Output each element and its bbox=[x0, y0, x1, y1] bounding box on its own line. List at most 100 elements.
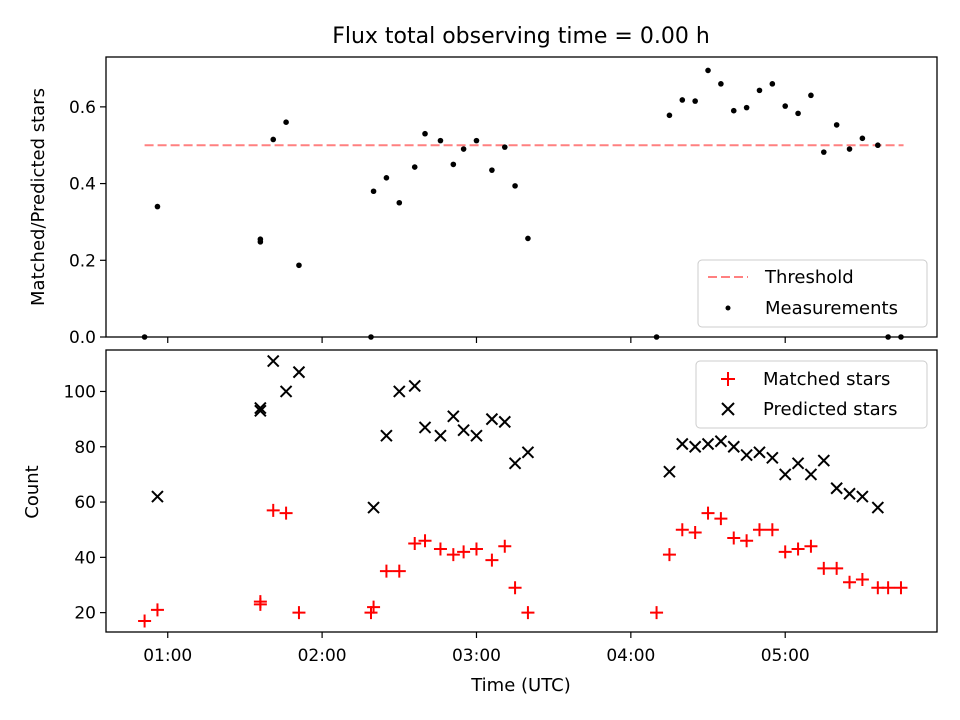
legend-matched-marker bbox=[721, 372, 735, 386]
measurement-point bbox=[396, 199, 403, 206]
measurement-point bbox=[730, 107, 737, 114]
predicted-stars-point bbox=[408, 379, 421, 393]
measurement-point bbox=[833, 122, 840, 128]
matched-stars-point bbox=[138, 614, 152, 628]
matched-stars-point bbox=[740, 534, 754, 548]
matched-stars-point bbox=[855, 572, 869, 586]
measurement-point bbox=[370, 188, 377, 195]
measurement-point bbox=[679, 97, 686, 103]
predicted-stars-point bbox=[498, 415, 511, 429]
matched-stars-point bbox=[364, 606, 378, 620]
measurement-point bbox=[795, 110, 801, 117]
matched-stars-point bbox=[881, 581, 895, 595]
matched-stars-point bbox=[150, 603, 164, 617]
predicted-stars-point bbox=[843, 487, 856, 500]
matched-stars-point bbox=[817, 561, 831, 575]
x-tick-label: 01:00 bbox=[143, 646, 192, 666]
matched-stars-point bbox=[433, 542, 447, 556]
legend-predicted-label: Predicted stars bbox=[763, 399, 897, 420]
predicted-stars-point bbox=[830, 482, 843, 495]
measurement-point bbox=[525, 235, 531, 242]
predicted-stars-point bbox=[367, 501, 380, 514]
matched-stars-point bbox=[778, 545, 792, 559]
legend-predicted-marker bbox=[721, 402, 735, 416]
matched-stars-point bbox=[379, 564, 393, 578]
top-legend: Threshold Measurements bbox=[697, 259, 928, 328]
predicted-stars-point bbox=[380, 429, 393, 442]
x-tick-label: 04:00 bbox=[606, 646, 655, 666]
measurement-point bbox=[411, 164, 418, 170]
measurement-point bbox=[718, 81, 724, 87]
legend-measurements-label: Measurements bbox=[765, 298, 898, 319]
measurement-point bbox=[782, 103, 789, 109]
predicted-stars-point bbox=[151, 490, 164, 503]
measurement-point bbox=[450, 161, 457, 168]
measurement-point bbox=[296, 262, 302, 269]
matched-stars-point bbox=[266, 503, 280, 517]
bottom-y-tick-label: 40 bbox=[74, 548, 96, 568]
matched-stars-point bbox=[279, 506, 293, 520]
bottom-y-axis-label: Count bbox=[22, 465, 43, 518]
matched-stars-point bbox=[675, 523, 689, 537]
measurement-point bbox=[692, 98, 698, 104]
predicted-stars-point bbox=[521, 446, 535, 459]
measurement-point bbox=[875, 142, 881, 149]
measurement-point bbox=[154, 203, 161, 210]
matched-stars-point bbox=[508, 581, 522, 595]
matched-stars-point bbox=[292, 606, 306, 620]
measurement-point bbox=[257, 239, 264, 245]
predicted-stars-point bbox=[434, 429, 447, 442]
bottom-y-tick-label: 80 bbox=[74, 438, 96, 458]
matched-stars-point bbox=[701, 506, 715, 520]
measurement-point bbox=[666, 112, 673, 119]
legend-measurements-marker bbox=[725, 305, 731, 311]
matched-stars-point bbox=[469, 542, 483, 556]
predicted-stars-point bbox=[470, 429, 483, 442]
measurement-point bbox=[820, 149, 827, 155]
predicted-stars-point bbox=[804, 468, 818, 481]
predicted-stars-point bbox=[457, 423, 470, 437]
predicted-stars-point bbox=[676, 437, 689, 451]
top-y-tick-label: 0.4 bbox=[69, 175, 96, 195]
predicted-stars-point bbox=[688, 440, 702, 453]
x-tick-label: 05:00 bbox=[761, 646, 810, 666]
top-legend-box bbox=[697, 259, 928, 328]
predicted-stars-point bbox=[418, 421, 432, 434]
predicted-stars-point bbox=[817, 454, 831, 467]
predicted-stars-point bbox=[701, 437, 715, 451]
matched-stars-point bbox=[752, 523, 766, 537]
measurement-point bbox=[473, 137, 480, 144]
top-y-tick-label: 0.2 bbox=[69, 251, 96, 271]
measurement-point bbox=[859, 135, 866, 142]
matched-stars-point bbox=[418, 534, 432, 548]
top-y-tick-label: 0.0 bbox=[69, 328, 96, 348]
predicted-stars-point bbox=[856, 490, 869, 503]
measurement-point bbox=[501, 144, 508, 150]
predicted-stars-point bbox=[778, 468, 792, 481]
matched-stars-point bbox=[446, 548, 460, 562]
bottom-legend-box bbox=[695, 360, 928, 429]
matched-stars-point bbox=[765, 523, 779, 537]
x-axis-label: Time (UTC) bbox=[470, 675, 571, 696]
matched-stars-point bbox=[688, 525, 702, 539]
bottom-y-tick-label: 60 bbox=[74, 493, 96, 513]
bottom-y-tick-label: 100 bbox=[64, 382, 96, 402]
matched-stars-point bbox=[894, 581, 908, 595]
matched-stars-point bbox=[498, 539, 512, 553]
matched-stars-point bbox=[521, 606, 535, 620]
top-y-axis-label: Matched/Predicted stars bbox=[28, 88, 49, 306]
matched-stars-point bbox=[714, 512, 728, 526]
matched-stars-point bbox=[727, 531, 741, 545]
predicted-stars-point bbox=[254, 401, 267, 415]
predicted-stars-point bbox=[393, 385, 406, 398]
measurement-point bbox=[705, 67, 711, 74]
legend-matched-label: Matched stars bbox=[763, 369, 890, 390]
predicted-stars-point bbox=[871, 501, 885, 514]
top-axes: 0.0 0.2 0.4 0.6 bbox=[69, 98, 786, 348]
measurement-point bbox=[489, 167, 495, 173]
bottom-panel: 20 40 60 80 100 01:00 02:00 03:00 04:00 05:00 Cou… bbox=[22, 349, 938, 696]
measurement-point bbox=[283, 119, 289, 126]
top-y-tick-label: 0.6 bbox=[69, 98, 96, 118]
bottom-y-tick-label: 20 bbox=[74, 604, 96, 624]
measurement-point bbox=[743, 104, 750, 111]
